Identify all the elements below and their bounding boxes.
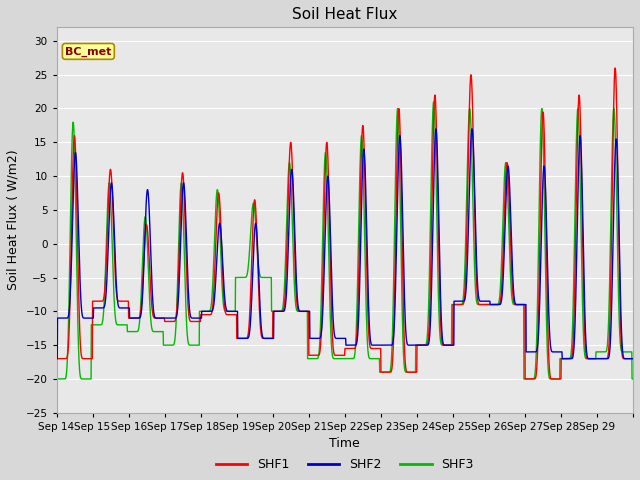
SHF2 [52,356,60,361]
Text: BC_met: BC_met [65,46,111,57]
Y-axis label: Soil Heat Flux ( W/m2): Soil Heat Flux ( W/m2) [7,150,20,290]
SHF2 [380,342,387,348]
X-axis label: Time: Time [330,437,360,450]
Title: Soil Heat Flux: Soil Heat Flux [292,7,397,22]
SHF2 [110,225,118,230]
SHF2 [468,126,476,132]
SHF1 [629,356,637,361]
SHF1 [611,65,619,71]
SHF1 [52,356,60,361]
SHF1 [235,336,243,341]
SHF3 [110,296,118,301]
SHF1 [518,302,526,308]
Line: SHF2: SHF2 [56,129,633,359]
SHF1 [552,376,559,382]
SHF1 [621,356,629,361]
SHF3 [380,369,387,375]
SHF2 [519,302,527,308]
SHF2 [621,356,629,361]
SHF3 [552,376,559,382]
Line: SHF1: SHF1 [56,68,633,379]
SHF3 [429,99,437,105]
Line: SHF3: SHF3 [56,102,633,379]
SHF2 [235,336,243,341]
SHF1 [522,376,529,382]
SHF3 [629,376,637,382]
SHF3 [621,349,629,355]
SHF2 [629,356,637,361]
Legend: SHF1, SHF2, SHF3: SHF1, SHF2, SHF3 [211,453,479,476]
SHF1 [380,369,387,375]
SHF3 [519,302,527,308]
SHF3 [235,275,243,280]
SHF1 [110,243,118,249]
SHF2 [552,349,559,355]
SHF3 [52,376,60,382]
